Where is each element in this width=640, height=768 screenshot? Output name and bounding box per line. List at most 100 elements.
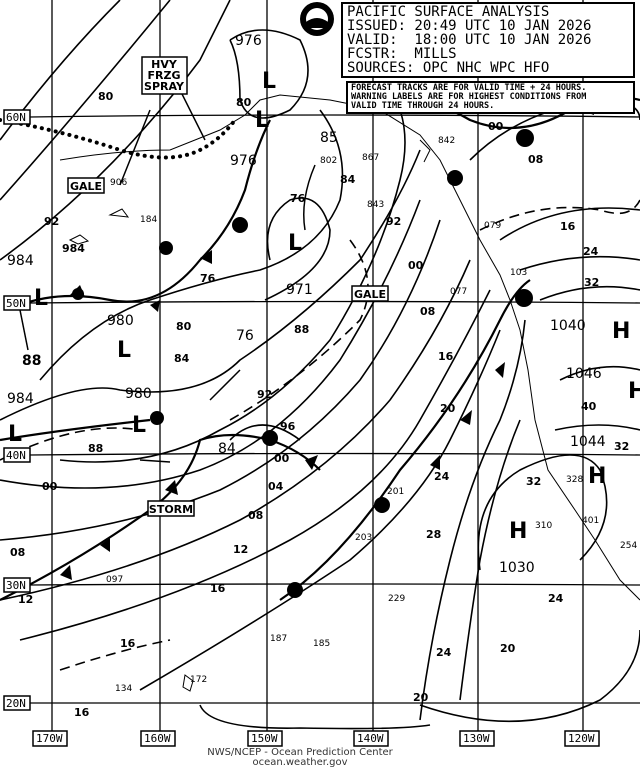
map-mark — [159, 241, 173, 255]
isobar-labels-33-label: 32 — [614, 440, 629, 453]
longitudes-4-label: 130W — [463, 732, 490, 745]
isobar-labels-17-label: 20 — [440, 402, 456, 415]
low-center: L 984 — [7, 253, 48, 311]
warning-storm: STORM — [147, 500, 195, 517]
warning-gale: GALE — [351, 285, 389, 302]
credit-url[interactable]: ocean.weather.gov — [252, 757, 348, 768]
low-center: L 984 — [7, 391, 34, 447]
isobar-labels-16-label: 16 — [438, 350, 454, 363]
latitudes-2-label: 40N — [6, 449, 26, 462]
map-mark — [459, 730, 495, 747]
isobar-labels-13-label: 04 — [268, 480, 284, 493]
analysis-header: PACIFIC SURFACE ANALYSIS ISSUED: 20:49 UT… — [341, 2, 635, 78]
map-mark — [19, 309, 29, 351]
centers-6-type-label: L — [8, 422, 22, 447]
station-reports: 906 184 802 867 843 842 079 077 103 201 … — [106, 136, 637, 694]
map-mark — [68, 139, 431, 692]
isobar-labels-24-label: 84 — [340, 173, 356, 186]
isobar-labels-0-label: 92 — [44, 215, 59, 228]
map-mark — [3, 295, 31, 311]
low-center: L 976 — [235, 33, 276, 94]
stations-20-label: 254 — [620, 541, 637, 551]
isobar-labels-22-label: 20 — [413, 691, 429, 704]
map-mark — [165, 480, 178, 495]
centers-3-pressure-label: 984 — [7, 253, 34, 269]
longitudes-2-label: 150W — [251, 732, 278, 745]
map-mark — [29, 114, 640, 118]
isobar-labels-5-label: 16 — [210, 582, 226, 595]
centers-9-type-label: H — [588, 464, 606, 489]
stations-2-label: 802 — [320, 156, 337, 166]
map-mark — [430, 455, 440, 470]
noaa-logo — [300, 2, 334, 36]
isobar-labels-9-label: 88 — [294, 323, 309, 336]
centers-2-type-label: L — [288, 231, 302, 256]
stations-6-label: 079 — [484, 221, 501, 231]
map-mark — [0, 149, 421, 421]
isobar-labels-7-label: 80 — [176, 320, 192, 333]
map-mark — [209, 369, 241, 401]
isobar-labels-15-label: 12 — [233, 543, 248, 556]
map-mark — [495, 362, 505, 378]
map-mark — [353, 730, 389, 747]
map-mark — [305, 455, 318, 470]
centers-4-type-label: L — [117, 338, 131, 363]
map-mark — [247, 730, 283, 747]
valid-time: VALID: 18:00 UTC 10 JAN 2026 — [347, 32, 592, 48]
centers-0-type-label: L — [262, 69, 276, 94]
map-mark — [59, 109, 406, 463]
issued-time: ISSUED: 20:49 UTC 10 JAN 2026 — [347, 18, 592, 34]
note-line: FORECAST TRACKS ARE FOR VALID TIME + 24 … — [351, 83, 587, 93]
isobar-labels-20-label: 32 — [526, 475, 541, 488]
map-mark — [67, 177, 105, 194]
centers-5-type-label: L — [132, 413, 146, 438]
map-mark — [516, 129, 534, 147]
longitudes-5-label: 120W — [568, 732, 595, 745]
stations-14-label: 172 — [190, 675, 207, 685]
stations-13-label: 185 — [313, 639, 330, 649]
map-mark — [150, 300, 160, 312]
centers-8-type-label: H — [628, 379, 640, 404]
stations-9-label: 201 — [387, 487, 404, 497]
isobar-labels-14-label: 08 — [248, 509, 263, 522]
low-center: L 971 — [286, 231, 313, 298]
warning-text: SPRAY — [144, 80, 185, 93]
stations-1-label: 184 — [140, 215, 157, 225]
map-mark — [200, 250, 212, 264]
longitudes-0-label: 170W — [36, 732, 63, 745]
map-mark — [554, 424, 640, 431]
low-center: L 980 — [125, 386, 152, 438]
map-mark — [3, 577, 31, 593]
forecast-tracks — [19, 89, 316, 463]
stations-18-label: 328 — [566, 475, 583, 485]
stations-16-label: 097 — [106, 575, 123, 585]
longitudes-1-label: 160W — [144, 732, 171, 745]
longitude-labels: 170W 160W 150W 140W 130W 120W — [32, 730, 600, 747]
map-mark — [374, 497, 390, 513]
isobar-labels-27-label: 00 — [408, 259, 424, 272]
isobar-labels-23-label: 16 — [74, 706, 90, 719]
map-mark — [141, 56, 188, 95]
misc-values-0-label: 85 — [320, 130, 338, 146]
isobar-labels-28-label: 08 — [420, 305, 435, 318]
map-mark — [139, 329, 501, 691]
map-mark — [0, 118, 237, 160]
map-mark — [72, 288, 84, 300]
map-mark — [303, 164, 316, 231]
centers-7-type-label: H — [612, 319, 630, 344]
isobar-labels-30-label: 24 — [583, 245, 599, 258]
note-line: VALID TIME THROUGH 24 HOURS. — [351, 101, 495, 111]
map-mark — [3, 447, 31, 463]
isobar-labels-21-label: 24 — [436, 646, 452, 659]
latitudes-3-label: 30N — [6, 579, 26, 592]
map-mark — [19, 289, 491, 641]
high-center: H 1030 — [499, 519, 535, 576]
misc-values-3-label: 84 — [218, 441, 236, 457]
centers-7-pressure-label: 1040 — [550, 318, 586, 334]
map-mark — [287, 582, 303, 598]
map-mark — [29, 452, 640, 456]
isobar-labels-34-label: 24 — [548, 592, 564, 605]
stations-12-label: 187 — [270, 634, 287, 644]
map-mark — [559, 365, 640, 381]
